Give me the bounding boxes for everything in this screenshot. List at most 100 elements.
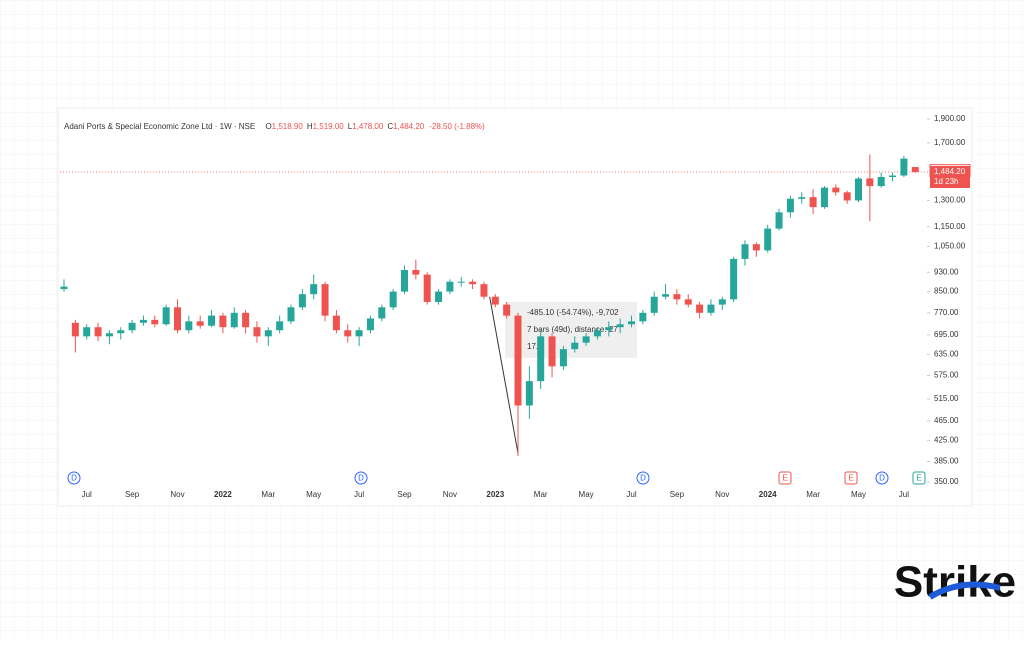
candle-body	[764, 228, 772, 251]
candle-body	[378, 307, 386, 319]
candle-body	[730, 258, 738, 300]
x-tick-label: Mar	[261, 490, 275, 499]
y-tick-label: 1,900.00	[934, 114, 966, 123]
candle-body	[174, 307, 181, 331]
brand-swoosh	[928, 581, 1001, 600]
x-tick-label: Nov	[715, 490, 729, 499]
event-marker	[778, 471, 792, 485]
candle-body	[230, 312, 238, 328]
candle-body	[401, 270, 408, 292]
countdown-label: 1d 23h	[934, 177, 958, 186]
x-tick-label: Nov	[443, 490, 457, 499]
measure-text: -485.10 (-54.74%), -9,702	[527, 308, 619, 317]
event-label: D	[879, 474, 885, 483]
event-marker	[875, 471, 889, 485]
y-tick-label: 385.00	[934, 457, 959, 466]
last-price-box	[930, 165, 970, 188]
event-marker	[67, 471, 81, 485]
measure-text: 17.9	[527, 342, 543, 351]
ohlc-key: H	[307, 122, 313, 131]
candle-body	[639, 312, 647, 322]
measure-box	[505, 302, 637, 358]
candle-body	[355, 330, 363, 337]
candle-body	[775, 212, 783, 229]
event-label: E	[916, 474, 921, 483]
candle-body	[707, 304, 715, 313]
candle-body	[469, 281, 477, 285]
candle-body	[185, 321, 193, 331]
candle-body	[264, 330, 272, 337]
candle-body	[877, 176, 885, 187]
y-tick-label: 1,300.00	[934, 196, 966, 205]
x-tick-label: May	[579, 490, 594, 499]
candle-body	[616, 324, 624, 328]
candle-body	[820, 187, 828, 208]
x-tick-label: Mar	[534, 490, 548, 499]
measure-line	[489, 296, 519, 454]
candle-body	[310, 284, 318, 295]
candle-body	[139, 319, 147, 323]
y-tick-label: 695.00	[934, 330, 959, 339]
header: Adani Ports & Special Economic Zone Ltd …	[64, 122, 485, 131]
candle-body	[412, 270, 420, 275]
candle-body	[866, 178, 874, 187]
event-marker	[844, 471, 858, 485]
x-tick-label: Jul	[899, 490, 909, 499]
change: -28.50 (-1.88%)	[429, 122, 485, 131]
candle-body	[480, 284, 488, 297]
candle-body	[582, 336, 590, 343]
candle-body	[673, 294, 681, 300]
ohlc-value: 1,478.00	[352, 122, 384, 131]
candle-body	[741, 244, 749, 259]
x-tick-label: Sep	[397, 490, 412, 499]
x-tick-label: Sep	[125, 490, 140, 499]
candle-body	[276, 321, 284, 331]
candle-body	[752, 244, 760, 251]
candle-body	[855, 178, 862, 201]
x-tick-label: Nov	[170, 490, 184, 499]
candle-body	[650, 296, 658, 313]
candle-body	[900, 158, 908, 176]
candle-body	[503, 304, 511, 316]
event-label: D	[358, 474, 364, 483]
y-tick-label: 575.00	[934, 371, 959, 380]
candle-body	[559, 349, 567, 367]
candle-body	[321, 284, 329, 316]
candle-body	[593, 330, 601, 337]
candle-body	[718, 299, 726, 305]
x-tick-label: Jul	[82, 490, 92, 499]
x-tick-label: May	[306, 490, 321, 499]
event-label: D	[640, 474, 646, 483]
ohlc-value: 1,484.20	[393, 122, 425, 131]
x-tick-label: Sep	[670, 490, 685, 499]
event-marker	[354, 471, 368, 485]
candle-body	[809, 197, 817, 208]
candle-body	[491, 296, 499, 305]
event-label: E	[848, 474, 853, 483]
event-label: E	[782, 474, 787, 483]
ohlc-key: O	[265, 122, 271, 131]
candle-body	[105, 333, 113, 337]
candle-body	[344, 330, 352, 337]
x-tick-label: Jul	[354, 490, 364, 499]
candle-body	[537, 336, 545, 382]
candle-body	[219, 315, 227, 328]
y-tick-label: 1,050.00	[934, 241, 966, 250]
candle-body	[253, 327, 261, 337]
y-tick-label: 465.00	[934, 416, 959, 425]
candle-body	[696, 304, 704, 313]
x-tick-label: Mar	[806, 490, 820, 499]
y-tick-label: 770.00	[934, 308, 959, 317]
y-tick-label: 930.00	[934, 267, 959, 276]
ohlc-key: L	[348, 122, 353, 131]
x-tick-label: 2022	[214, 490, 232, 499]
y-tick-label: 515.00	[934, 394, 959, 403]
candle-body	[128, 322, 136, 331]
candle-body	[435, 291, 443, 302]
candle-body	[798, 197, 806, 199]
candle-body	[196, 321, 204, 326]
candle-body	[786, 198, 794, 213]
candle-body	[94, 327, 102, 337]
